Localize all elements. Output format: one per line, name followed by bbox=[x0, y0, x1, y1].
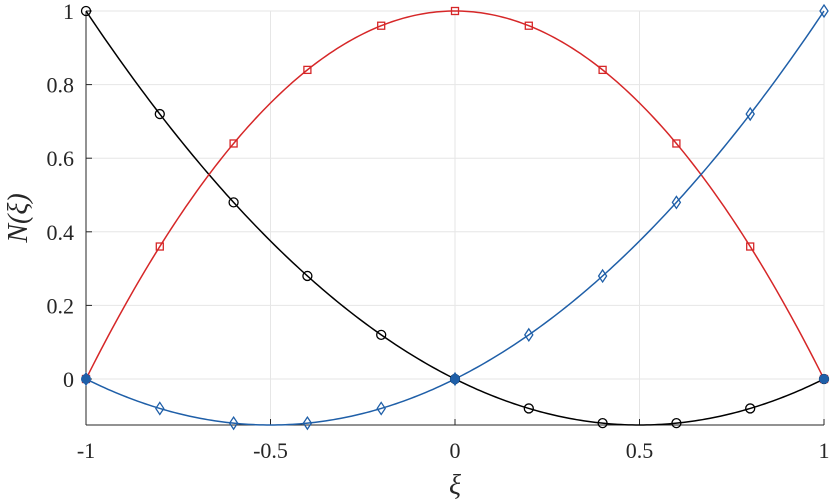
x-tick-label: -1 bbox=[77, 438, 95, 463]
x-tick-label: 0.5 bbox=[626, 438, 654, 463]
series-3-point bbox=[597, 268, 608, 284]
node-point bbox=[819, 374, 829, 384]
x-tick-label: -0.5 bbox=[253, 438, 288, 463]
series-1-point bbox=[302, 270, 313, 282]
y-tick-label: 0.8 bbox=[47, 73, 75, 98]
series-1-point bbox=[228, 197, 239, 208]
y-tick-label: 0 bbox=[63, 367, 74, 392]
series-3-point bbox=[819, 3, 829, 19]
series-2-point bbox=[303, 65, 312, 75]
node-point bbox=[450, 374, 460, 384]
series-2-point bbox=[377, 21, 386, 30]
series-1-point bbox=[671, 418, 682, 429]
series-3-point bbox=[745, 106, 755, 122]
node-point bbox=[81, 374, 91, 384]
series-2-point bbox=[598, 65, 607, 75]
series-1-point bbox=[376, 329, 387, 340]
series-1-point bbox=[523, 403, 534, 414]
y-tick-label: 1 bbox=[63, 0, 74, 24]
series-3-point bbox=[228, 415, 239, 431]
y-tick-label: 0.4 bbox=[47, 220, 75, 245]
series-2-point bbox=[229, 139, 238, 148]
series-3-point bbox=[524, 327, 534, 343]
grid-lines bbox=[85, 10, 825, 425]
series-3-point bbox=[302, 415, 313, 431]
y-tick-label: 0.2 bbox=[47, 293, 75, 318]
series-2-point bbox=[450, 6, 460, 16]
series-1-point bbox=[154, 108, 165, 120]
series-1-point bbox=[80, 5, 92, 17]
axes bbox=[85, 10, 825, 426]
series-3-point bbox=[376, 401, 386, 416]
y-axis-label: N(ξ) bbox=[3, 193, 34, 243]
x-tick-label: 1 bbox=[819, 438, 830, 463]
tick-labels: -1 -0.5 0 0.5 1 0 0.2 0.4 0.6 0.8 1 bbox=[47, 0, 830, 463]
y-tick-label: 0.6 bbox=[47, 146, 75, 171]
x-tick-label: 0 bbox=[450, 438, 461, 463]
series-2-point bbox=[672, 139, 681, 148]
series-1-point bbox=[745, 403, 756, 414]
series-2-point bbox=[155, 242, 164, 251]
series-2-point bbox=[746, 242, 755, 251]
series-3-point bbox=[155, 401, 165, 416]
series-3-point bbox=[671, 195, 682, 210]
series-markers bbox=[80, 3, 830, 431]
series-2-point bbox=[524, 21, 533, 30]
x-axis-label: ξ bbox=[449, 470, 461, 500]
series-1-point bbox=[597, 418, 608, 429]
